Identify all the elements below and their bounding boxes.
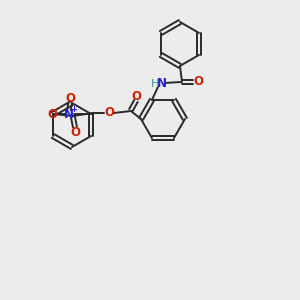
Text: O: O [47, 107, 57, 121]
Text: N: N [157, 77, 167, 90]
Text: H: H [151, 79, 159, 89]
Text: O: O [131, 89, 141, 103]
Text: O: O [104, 106, 114, 119]
Text: +: + [70, 104, 78, 113]
Text: N: N [64, 107, 74, 121]
Text: -: - [57, 103, 61, 112]
Text: O: O [65, 92, 75, 106]
Text: O: O [70, 127, 80, 140]
Text: O: O [193, 75, 203, 88]
